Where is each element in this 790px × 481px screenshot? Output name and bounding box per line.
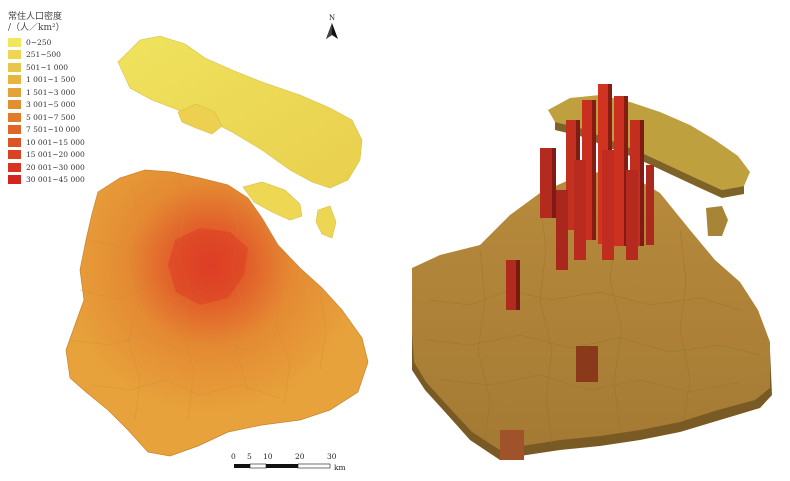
legend-label: 30 001~45 000 xyxy=(26,175,85,184)
small-island xyxy=(315,205,337,239)
legend-swatch xyxy=(8,137,21,147)
small-island-3d xyxy=(706,206,728,236)
legend-label: 1 001~1 500 xyxy=(26,75,76,84)
legend-label: 1 501~3 000 xyxy=(26,87,76,97)
legend-swatch xyxy=(8,100,21,109)
legend-item: 0~250 xyxy=(8,36,85,48)
legend-swatch xyxy=(8,75,21,84)
legend-swatch xyxy=(8,62,21,72)
legend-swatch xyxy=(8,87,21,97)
legend-label: 15 001~20 000 xyxy=(26,150,85,159)
chongming-island xyxy=(117,35,363,189)
legend-label: 20 001~30 000 xyxy=(26,162,85,172)
legend-label: 10 001~15 000 xyxy=(26,137,85,147)
north-label: N xyxy=(328,14,336,22)
legend-title-line2: /（人／km²） xyxy=(8,23,65,33)
legend-label: 0~250 xyxy=(26,37,52,47)
legend-swatch xyxy=(8,150,21,159)
legend-swatch xyxy=(8,112,21,122)
legend-swatch xyxy=(8,162,21,172)
legend-swatch xyxy=(8,125,21,134)
scale-tick-label: 5 xyxy=(247,452,252,461)
legend-label: 3 001~5 000 xyxy=(26,100,76,109)
legend-title-line1: 常住人口密度 xyxy=(8,12,63,22)
legend-label: 5 001~7 500 xyxy=(26,112,76,122)
hengsha-island xyxy=(242,181,303,221)
legend-item: 1 501~3 000 xyxy=(8,86,85,98)
legend-item: 30 001~45 000 xyxy=(8,174,85,186)
legend-item: 251~500 xyxy=(8,49,85,61)
legend-label: 501~1 000 xyxy=(26,62,69,72)
legend: 0~250 251~500 501~1 000 1 001~1 500 1 501~3 … xyxy=(8,36,85,186)
changxing-island xyxy=(177,103,223,135)
scale-unit-label: km xyxy=(334,463,346,472)
legend-item: 7 501~10 000 xyxy=(8,124,85,136)
density-bars xyxy=(500,84,654,460)
legend-item: 15 001~20 000 xyxy=(8,149,85,161)
shanghai-mainland xyxy=(65,169,369,457)
legend-swatch xyxy=(8,175,21,184)
north-arrow-icon xyxy=(326,23,338,39)
left-choropleth-map xyxy=(65,35,369,457)
central-core xyxy=(168,228,248,305)
scale-bar: 0 5 10 20 30 km xyxy=(224,452,354,476)
scale-tick-label: 10 xyxy=(263,452,273,461)
scale-tick-label: 20 xyxy=(295,452,305,461)
base-top xyxy=(412,169,770,450)
scale-tick-label: 30 xyxy=(327,452,337,461)
legend-item: 3 001~5 000 xyxy=(8,99,85,111)
right-3d-map xyxy=(412,84,772,460)
legend-title: 常住人口密度 /（人／km²） xyxy=(8,12,65,34)
legend-item: 20 001~30 000 xyxy=(8,161,85,173)
legend-item: 5 001~7 500 xyxy=(8,111,85,123)
legend-label: 251~500 xyxy=(26,50,61,59)
legend-label: 7 501~10 000 xyxy=(26,125,80,134)
legend-swatch xyxy=(8,37,21,47)
scale-bar-graphic xyxy=(234,463,331,469)
legend-swatch xyxy=(8,50,21,59)
north-arrow: N xyxy=(324,14,340,44)
scale-tick-label: 0 xyxy=(231,452,236,461)
legend-item: 1 001~1 500 xyxy=(8,74,85,86)
legend-item: 501~1 000 xyxy=(8,61,85,73)
legend-item: 10 001~15 000 xyxy=(8,136,85,148)
